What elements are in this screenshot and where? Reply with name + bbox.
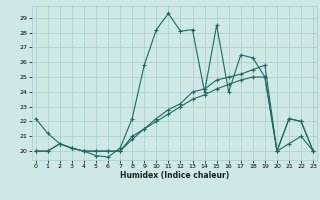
- X-axis label: Humidex (Indice chaleur): Humidex (Indice chaleur): [120, 171, 229, 180]
